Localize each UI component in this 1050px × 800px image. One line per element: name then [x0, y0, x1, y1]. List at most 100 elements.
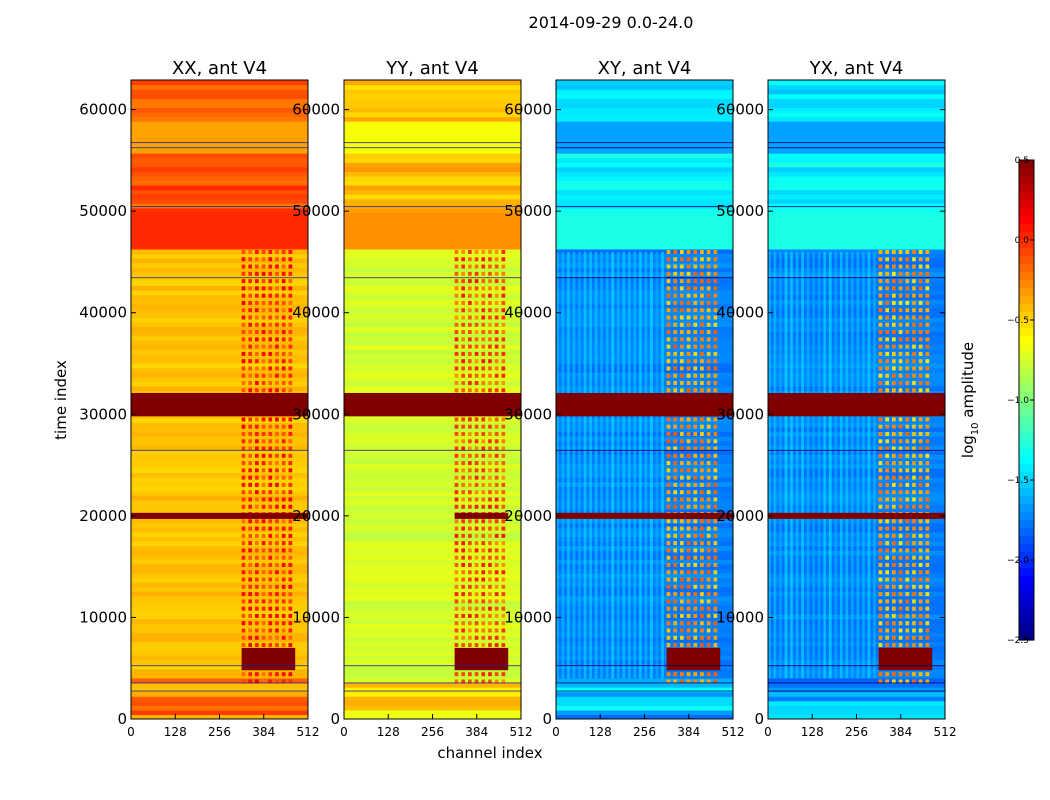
heatmap-row	[131, 531, 308, 538]
rfi-cell	[474, 555, 479, 560]
heatmap-row	[131, 216, 308, 223]
rfi-cell	[255, 635, 259, 640]
rfi-cell	[268, 613, 273, 618]
heatmap-row	[131, 449, 308, 455]
rfi-cell	[474, 635, 479, 640]
rfi-cell	[241, 679, 246, 684]
flag-line	[344, 206, 521, 208]
rfi-cell	[686, 366, 691, 371]
rfi-cell	[905, 439, 910, 444]
heatmap-row	[131, 207, 308, 213]
rfi-cell	[488, 293, 492, 298]
rfi-cell	[673, 286, 678, 291]
heatmap-row	[131, 623, 308, 629]
panel-4: YX, ant V4010000200003000040000500006000…	[716, 58, 956, 739]
colorbar-segment	[1019, 168, 1034, 177]
rfi-cell	[892, 679, 896, 684]
heatmap-row	[556, 709, 733, 716]
rfi-cell	[281, 388, 286, 393]
rfi-cell	[255, 337, 259, 342]
rfi-cell	[501, 453, 506, 458]
rfi-cell	[713, 424, 718, 429]
rfi-cell	[461, 344, 466, 349]
rfi-cell	[693, 264, 698, 269]
rfi-cell	[898, 679, 903, 684]
heatmap-row	[344, 572, 521, 579]
rfi-cell	[706, 679, 711, 684]
rfi-cell	[248, 264, 253, 269]
heatmap-row	[131, 335, 308, 341]
rfi-cell	[268, 330, 273, 335]
rfi-cell	[468, 490, 472, 495]
rfi-cell	[481, 330, 486, 335]
rfi-cell	[275, 453, 279, 458]
rfi-cell	[494, 315, 499, 320]
rfi-cell	[454, 613, 459, 618]
rfi-cell	[686, 264, 691, 269]
rfi-cell	[878, 672, 883, 677]
rfi-cell	[281, 482, 286, 487]
rfi-cell	[706, 322, 711, 327]
rfi-cell	[666, 497, 671, 502]
rfi-cell	[878, 577, 883, 582]
rfi-cell	[885, 643, 890, 648]
rfi-cell	[281, 431, 286, 436]
rfi-cell	[912, 533, 916, 538]
rfi-cell	[261, 592, 266, 597]
heatmap-row	[131, 157, 308, 163]
rfi-cell	[248, 490, 253, 495]
rfi-cell	[248, 388, 253, 393]
rfi-cell	[706, 570, 711, 575]
stripe	[779, 251, 782, 679]
rfi-cell	[288, 279, 293, 284]
rfi-cell	[892, 613, 896, 618]
rfi-cell	[700, 322, 704, 327]
heatmap-row	[768, 107, 945, 113]
rfi-cell	[713, 293, 718, 298]
heatmap-row	[344, 696, 521, 702]
rfi-cell	[898, 308, 903, 313]
heatmap-row	[344, 294, 521, 300]
rfi-cell	[281, 533, 286, 538]
rfi-cell	[268, 373, 273, 378]
rfi-cell	[241, 606, 246, 611]
y-tick-label: 20000	[79, 507, 127, 525]
heatmap-row	[131, 312, 308, 318]
rfi-cell	[700, 453, 704, 458]
colorbar-segment	[1019, 560, 1034, 569]
heatmap-row	[131, 481, 308, 487]
colorbar-segment	[1019, 568, 1034, 577]
rfi-cell	[474, 344, 479, 349]
rfi-cell	[878, 490, 883, 495]
rfi-cell	[898, 431, 903, 436]
rfi-cell	[905, 446, 910, 451]
rfi-cell	[892, 351, 896, 356]
rfi-cell	[706, 417, 711, 422]
heatmap-row	[344, 166, 521, 172]
rfi-cell	[680, 446, 684, 451]
rfi-cell	[713, 315, 718, 320]
rfi-cell	[481, 562, 486, 567]
rfi-cell	[713, 344, 718, 349]
rfi-cell	[275, 555, 279, 560]
rfi-cell	[693, 344, 698, 349]
rfi-cell	[248, 548, 253, 553]
rfi-cell	[474, 577, 479, 582]
colorbar-segment	[1019, 600, 1034, 609]
heatmap-row	[344, 244, 521, 250]
rfi-cell	[261, 482, 266, 487]
rfi-cell	[905, 548, 910, 553]
rfi-cell	[268, 621, 273, 626]
rfi-cell	[898, 555, 903, 560]
rfi-cell	[905, 366, 910, 371]
rfi-cell	[885, 475, 890, 480]
rfi-cell	[706, 526, 711, 531]
rfi-cell	[673, 577, 678, 582]
rfi-cell	[680, 497, 684, 502]
rfi-cell	[248, 497, 253, 502]
rfi-cell	[706, 293, 711, 298]
rfi-cell	[275, 264, 279, 269]
heatmap-row	[556, 180, 733, 186]
rfi-cell	[261, 417, 266, 422]
rfi-cell	[281, 468, 286, 473]
